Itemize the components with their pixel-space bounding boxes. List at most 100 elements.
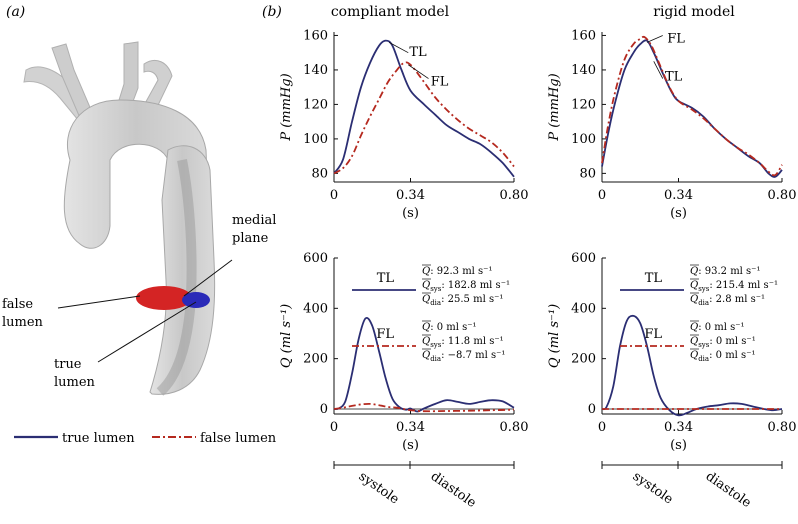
y-tick-label: 120 <box>571 97 596 112</box>
aorta-illustration: medial plane false lumen true lumen <box>2 41 276 396</box>
panel-b-label: (b) <box>262 4 282 20</box>
y-tick-label: 200 <box>571 352 596 367</box>
pressure-chart-rigid: 80 100 120 140 160 0 0.34 0.80 (s) P (mmHg) FL TL <box>547 28 796 221</box>
tl-stats-legend: TL Q: 92.3 ml s⁻¹ Qsys: 182.8 ml s⁻¹Qdia: … <box>352 264 510 307</box>
y-axis-label: Q (ml s⁻¹) <box>547 304 562 368</box>
y-tick-label: 160 <box>303 28 328 43</box>
flow-chart-rigid: 0 200 400 600 0 0.34 0.80 (s) Q (ml s⁻¹) TL Q: 93.… <box>547 251 796 453</box>
systole-label: systole <box>630 469 676 508</box>
y-tick-label: 120 <box>303 97 328 112</box>
x-tick-label: 0.80 <box>768 420 797 435</box>
tl-stats-legend: TL Q: 93.2 ml s⁻¹ Qsys: 215.4 ml s⁻¹Qdia: … <box>620 264 778 307</box>
false-lumen-series <box>333 61 515 175</box>
y-tick-label: 0 <box>588 402 596 417</box>
tl-annotation: TL <box>665 69 683 84</box>
false-lumen-section <box>136 286 192 310</box>
legend-true-lumen-label: true lumen <box>62 431 135 446</box>
tl-annotation-pointer <box>653 61 664 79</box>
true-lumen-pointer <box>97 301 197 363</box>
pressure-chart-compliant: 80 100 120 140 160 0 0.34 0.80 (s) P (mmHg) TL FL <box>279 28 528 221</box>
fl-annotation: FL <box>431 74 449 89</box>
false-lumen-label-2: lumen <box>2 315 44 330</box>
y-tick-label: 600 <box>303 251 328 266</box>
medial-plane-pointer <box>183 259 233 297</box>
y-axis-label: P (mmHg) <box>279 73 294 141</box>
x-axis-label: (s) <box>670 438 687 453</box>
false-lumen-series <box>601 35 783 177</box>
systolic-flow-value: Qsys: 182.8 ml s⁻¹ <box>422 280 510 293</box>
medial-plane-label-2: plane <box>232 231 269 246</box>
diastolic-flow-value: Qdia: 2.8 ml s⁻¹ <box>690 294 765 307</box>
x-tick-label: 0.34 <box>664 188 693 203</box>
y-tick-label: 200 <box>303 352 328 367</box>
systolic-flow-value: Qsys: 11.8 ml s⁻¹ <box>422 336 504 349</box>
medial-plane-label-1: medial <box>232 213 276 228</box>
true-lumen-series <box>333 316 515 413</box>
true-lumen-section <box>182 292 210 308</box>
descending-aorta <box>149 145 216 395</box>
mean-flow-value: Q: 0 ml s⁻¹ <box>690 322 745 333</box>
y-tick-label: 140 <box>571 63 596 78</box>
x-tick-label: 0.80 <box>500 188 529 203</box>
x-axis-label: (s) <box>402 206 419 221</box>
true-lumen-label-1: true <box>54 357 82 372</box>
phase-bracket-rigid: systole diastole <box>601 461 783 511</box>
tl-annotation: TL <box>409 45 427 60</box>
x-tick-label: 0.34 <box>396 188 425 203</box>
x-tick-label: 0.80 <box>500 420 529 435</box>
y-tick-label: 100 <box>303 132 328 147</box>
systole-label: systole <box>356 469 402 508</box>
aortic-arch <box>63 99 209 249</box>
diastolic-flow-value: Qdia: 0 ml s⁻¹ <box>690 350 755 363</box>
rigid-model-title: rigid model <box>653 4 735 20</box>
x-tick-label: 0 <box>330 420 338 435</box>
panel-a-label: (a) <box>6 4 25 20</box>
legend-series-label: TL <box>645 271 663 286</box>
compliant-model-title: compliant model <box>331 4 450 20</box>
fl-annotation-pointer <box>646 35 663 43</box>
true-lumen-label-2: lumen <box>54 375 96 390</box>
x-tick-label: 0.34 <box>396 420 425 435</box>
y-tick-label: 80 <box>579 166 596 181</box>
y-tick-label: 140 <box>303 63 328 78</box>
y-axis-label: Q (ml s⁻¹) <box>279 304 294 368</box>
mean-flow-value: Q: 93.2 ml s⁻¹ <box>690 266 760 277</box>
y-tick-label: 0 <box>320 402 328 417</box>
phase-bracket-compliant: systole diastole <box>333 461 515 511</box>
diastolic-flow-value: Qdia: −8.7 ml s⁻¹ <box>422 350 505 363</box>
y-tick-label: 400 <box>303 301 328 316</box>
systolic-flow-value: Qsys: 215.4 ml s⁻¹ <box>690 280 778 293</box>
y-tick-label: 600 <box>571 251 596 266</box>
x-axis-label: (s) <box>402 438 419 453</box>
systolic-flow-value: Qsys: 0 ml s⁻¹ <box>690 336 756 349</box>
x-tick-label: 0 <box>598 188 606 203</box>
y-tick-label: 80 <box>311 166 328 181</box>
fl-annotation-pointer <box>408 64 429 79</box>
flow-chart-compliant: 0 200 400 600 0 0.34 0.80 (s) Q (ml s⁻¹) TL Q: 92.… <box>279 251 528 453</box>
diastole-label: diastole <box>703 469 754 511</box>
false-lumen-series <box>333 402 515 413</box>
x-tick-label: 0 <box>330 188 338 203</box>
y-axis-label: P (mmHg) <box>547 73 562 141</box>
x-axis-label: (s) <box>670 206 687 221</box>
diastolic-flow-value: Qdia: 25.5 ml s⁻¹ <box>422 294 503 307</box>
tl-annotation-pointer <box>388 41 409 54</box>
legend-false-lumen-label: false lumen <box>200 431 277 446</box>
y-tick-label: 160 <box>571 28 596 43</box>
mean-flow-value: Q: 0 ml s⁻¹ <box>422 322 477 333</box>
true-lumen-series <box>601 314 783 417</box>
mean-flow-value: Q: 92.3 ml s⁻¹ <box>422 266 492 277</box>
fl-annotation: FL <box>667 31 685 46</box>
y-tick-label: 400 <box>571 301 596 316</box>
legend-series-label: TL <box>377 271 395 286</box>
x-tick-label: 0 <box>598 420 606 435</box>
legend-series-label: FL <box>376 327 394 342</box>
legend-series-label: FL <box>644 327 662 342</box>
line-legend: true lumen false lumen <box>14 431 277 446</box>
false-lumen-pointer <box>57 295 141 309</box>
x-tick-label: 0.34 <box>664 420 693 435</box>
diastole-label: diastole <box>428 469 479 511</box>
